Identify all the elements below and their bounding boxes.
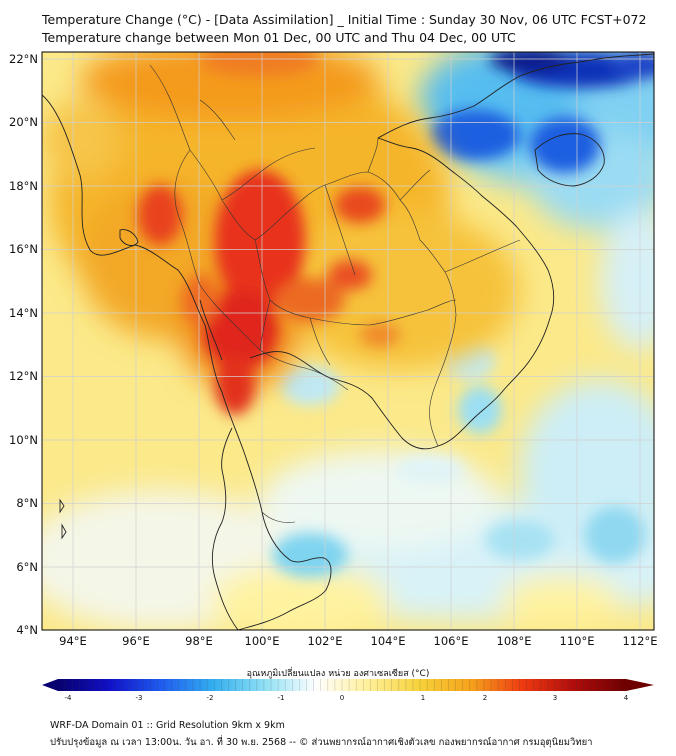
colorbar-title: อุณหภูมิเปลี่ยนแปลง หน่วย องศาเซลเซียส (… [246,669,430,679]
map-title-line2: Temperature change between Mon 01 Dec, 0… [42,30,516,45]
colorbar-tick: -4 [64,694,72,702]
lon-label: 112°E [622,634,658,648]
colorbar-min-arrow [42,679,58,691]
footer-model-info: WRF-DA Domain 01 :: Grid Resolution 9km … [50,720,285,731]
lat-label: 12°N [9,369,38,383]
lon-label: 100°E [244,634,280,648]
colorbar-tick: 3 [552,694,558,702]
borders [149,64,521,523]
lon-label: 94°E [59,634,87,648]
lat-label: 18°N [9,179,38,193]
colorbar-tick: 2 [482,694,488,702]
lon-label: 106°E [433,634,469,648]
lon-label: 110°E [559,634,595,648]
coastlines [42,53,654,630]
lat-label: 4°N [16,623,38,637]
lon-label: 104°E [370,634,406,648]
map-field [42,52,654,630]
lat-label: 10°N [9,433,38,447]
lat-label: 14°N [9,306,38,320]
lat-label: 6°N [16,560,38,574]
map-title-line1: Temperature Change (°C) - [Data Assimila… [42,12,647,27]
colorbar-tick: 1 [420,694,426,702]
lon-label: 96°E [122,634,150,648]
lat-label: 20°N [9,115,38,129]
colorbar-tick: 4 [623,694,629,702]
lat-label: 8°N [16,496,38,510]
colorbar-tick: 0 [339,694,345,702]
footer-update-info: ปรับปรุงข้อมูล ณ เวลา 13:00น. วัน อา. ที… [50,737,593,748]
lon-label: 108°E [496,634,532,648]
lon-label: 98°E [185,634,213,648]
colorbar-tick: -3 [135,694,143,702]
colorbar-tick: -2 [206,694,214,702]
lat-label: 22°N [9,52,38,66]
lat-label: 16°N [9,242,38,256]
lon-label: 102°E [307,634,343,648]
colorbar-tick: -1 [277,694,285,702]
colorbar-bar [58,679,626,691]
colorbar-max-arrow [626,679,654,691]
colorbar-ticklines [64,679,620,691]
colorbar [42,679,654,691]
